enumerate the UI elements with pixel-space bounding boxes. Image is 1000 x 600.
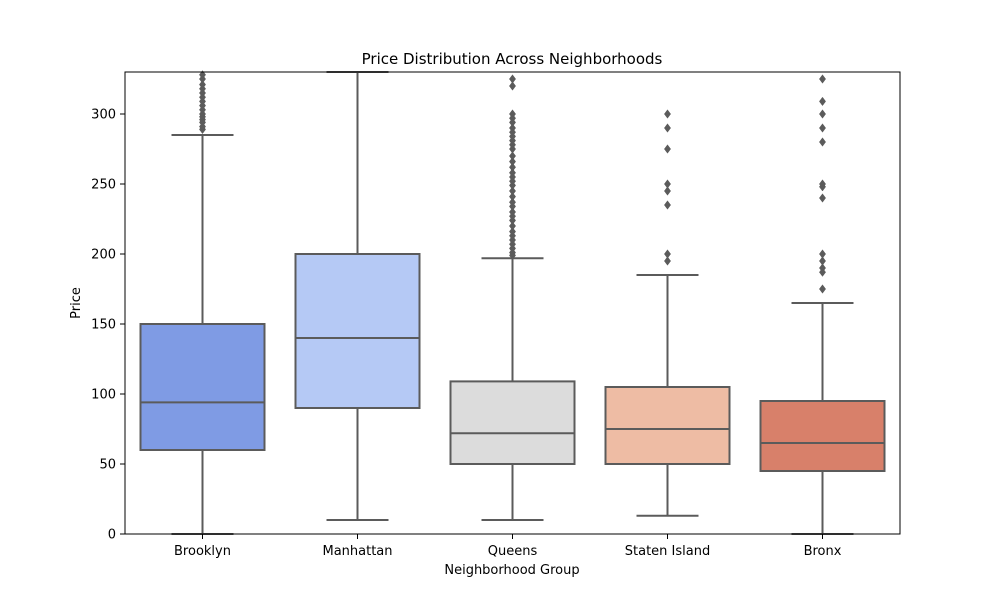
- outlier-point: [509, 74, 516, 84]
- outlier-point: [199, 79, 206, 90]
- outlier-point: [819, 96, 826, 107]
- outlier-point: [819, 263, 826, 273]
- y-axis: 0 50 100 150 200 250 300: [91, 108, 125, 543]
- y-axis-label: Price: [69, 287, 84, 319]
- outlier-point: [509, 151, 516, 161]
- y-tick-label: 250: [91, 178, 116, 193]
- y-tick-label: 50: [99, 458, 116, 473]
- outlier-point: [819, 284, 826, 294]
- outlier-point: [819, 179, 826, 189]
- box-iqr: [604, 386, 731, 465]
- y-tick-label: 150: [91, 318, 116, 333]
- box-iqr: [759, 400, 886, 472]
- y-tick-label: 300: [91, 108, 116, 123]
- outlier-point: [664, 109, 671, 119]
- outlier-point: [509, 186, 516, 196]
- x-axis: Brooklyn Manhattan Queens Staten Island Bron…: [174, 534, 842, 559]
- x-tick-label: Manhattan: [322, 544, 392, 559]
- outlier-point: [664, 144, 671, 154]
- outlier-point: [509, 197, 516, 207]
- outlier-point: [509, 81, 516, 91]
- y-tick-label: 100: [91, 388, 116, 403]
- boxes-layer: [139, 70, 886, 535]
- box-group-brooklyn: [139, 70, 266, 535]
- x-tick-label: Staten Island: [625, 544, 710, 559]
- outlier-point: [199, 70, 206, 80]
- outlier-point: [664, 186, 671, 196]
- x-tick-label: Queens: [488, 544, 538, 559]
- box-group-bronx: [759, 74, 886, 535]
- outlier-point: [819, 193, 826, 203]
- box-iqr: [294, 253, 421, 409]
- outlier-point: [819, 74, 826, 84]
- x-tick-label: Bronx: [804, 544, 842, 559]
- box-group-staten-island: [604, 109, 731, 517]
- outlier-point: [509, 191, 516, 202]
- outlier-point: [509, 123, 516, 133]
- y-tick-label: 0: [108, 528, 116, 543]
- outlier-point: [509, 156, 516, 167]
- x-tick-label: Brooklyn: [174, 544, 231, 559]
- box-iqr: [139, 323, 266, 451]
- chart-title: Price Distribution Across Neighborhoods: [362, 50, 663, 68]
- box-group-manhattan: [294, 71, 421, 521]
- outlier-point: [509, 226, 516, 237]
- outlier-point: [664, 123, 671, 133]
- outlier-point: [664, 256, 671, 266]
- outlier-point: [664, 200, 671, 210]
- outlier-point: [509, 109, 516, 119]
- outlier-point: [819, 256, 826, 266]
- outlier-point: [819, 137, 826, 147]
- outlier-point: [509, 221, 516, 231]
- outlier-point: [819, 109, 826, 119]
- outlier-point: [509, 207, 516, 217]
- outlier-point: [509, 168, 516, 178]
- box-iqr: [449, 380, 576, 465]
- outlier-point: [664, 179, 671, 189]
- outlier-point: [819, 249, 826, 259]
- x-axis-label: Neighborhood Group: [444, 563, 579, 578]
- box-group-queens: [449, 74, 576, 521]
- outlier-point: [664, 249, 671, 259]
- y-tick-label: 200: [91, 248, 116, 263]
- outlier-point: [819, 123, 826, 133]
- outlier-point: [509, 162, 516, 172]
